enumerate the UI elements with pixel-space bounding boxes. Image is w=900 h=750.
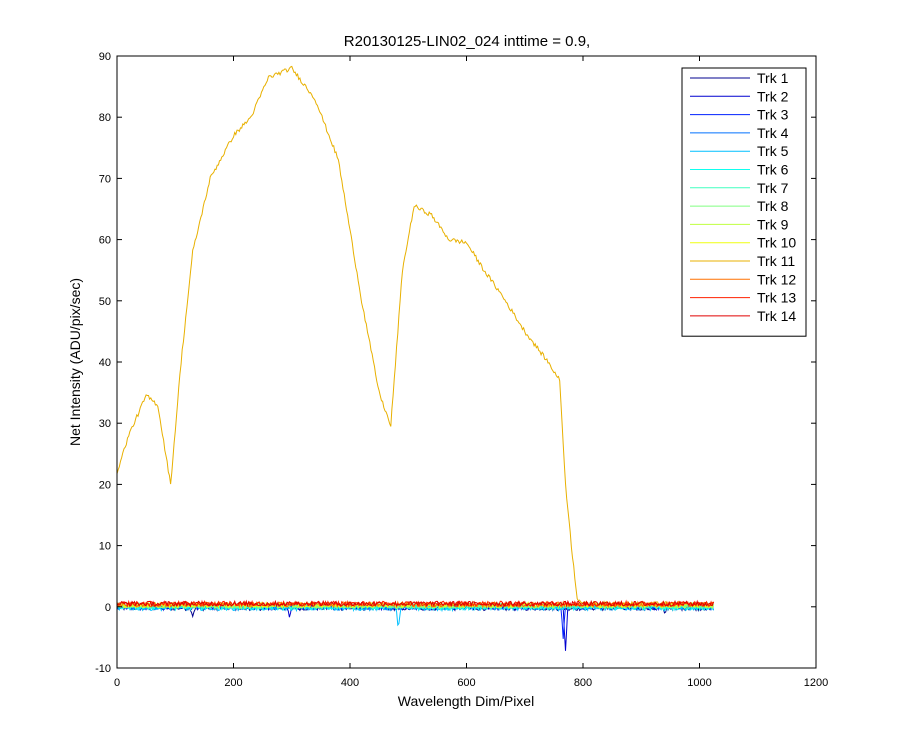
y-axis-label: Net Intensity (ADU/pix/sec) <box>67 278 83 446</box>
legend-label: Trk 6 <box>757 162 789 178</box>
legend-label: Trk 3 <box>757 107 789 123</box>
legend-label: Trk 8 <box>757 198 789 214</box>
legend: Trk 1 Trk 2 Trk 3 Trk 4 Trk 5 Trk 6 Trk 7 Trk 8… <box>681 67 807 337</box>
y-tick-label: 20 <box>99 479 111 491</box>
legend-label: Trk 12 <box>757 271 796 287</box>
legend-label: Trk 1 <box>757 70 789 86</box>
y-tick-label: 60 <box>99 235 111 247</box>
legend-label: Trk 7 <box>757 180 789 196</box>
legend-label: Trk 4 <box>757 125 789 141</box>
y-tick-label: 40 <box>99 357 111 369</box>
y-tick-label: 70 <box>99 173 111 185</box>
series-line-14 <box>116 599 714 608</box>
y-tick-label: 80 <box>99 112 111 124</box>
x-tick-label: 600 <box>457 677 475 689</box>
x-tick-label: 400 <box>341 677 359 689</box>
y-tick-label: 0 <box>105 602 111 614</box>
x-tick-label: 1200 <box>804 677 828 689</box>
legend-label: Trk 11 <box>757 253 795 269</box>
x-tick-label: 200 <box>224 677 242 689</box>
x-axis-label: Wavelength Dim/Pixel <box>398 693 534 709</box>
legend-label: Trk 5 <box>757 143 789 159</box>
legend-label: Trk 2 <box>757 88 789 104</box>
legend-label: Trk 9 <box>757 216 789 232</box>
ticks-layer: 0 200 400 600 800 1000 1200-100102030405060708… <box>95 51 828 689</box>
legend-box <box>681 67 807 337</box>
legend-label: Trk 10 <box>757 235 796 251</box>
y-tick-label: -10 <box>95 663 111 675</box>
legend-label: Trk 13 <box>757 290 796 306</box>
x-tick-label: 800 <box>574 677 592 689</box>
y-tick-label: 90 <box>99 51 111 63</box>
series-layer <box>116 65 714 651</box>
chart-title: R20130125-LIN02_024 inttime = 0.9, <box>344 33 590 50</box>
y-tick-label: 30 <box>99 418 111 430</box>
y-tick-label: 10 <box>99 541 111 553</box>
y-tick-label: 50 <box>99 296 111 308</box>
legend-label: Trk 14 <box>757 308 796 324</box>
x-tick-label: 1000 <box>687 677 711 689</box>
x-tick-label: 0 <box>114 677 120 689</box>
